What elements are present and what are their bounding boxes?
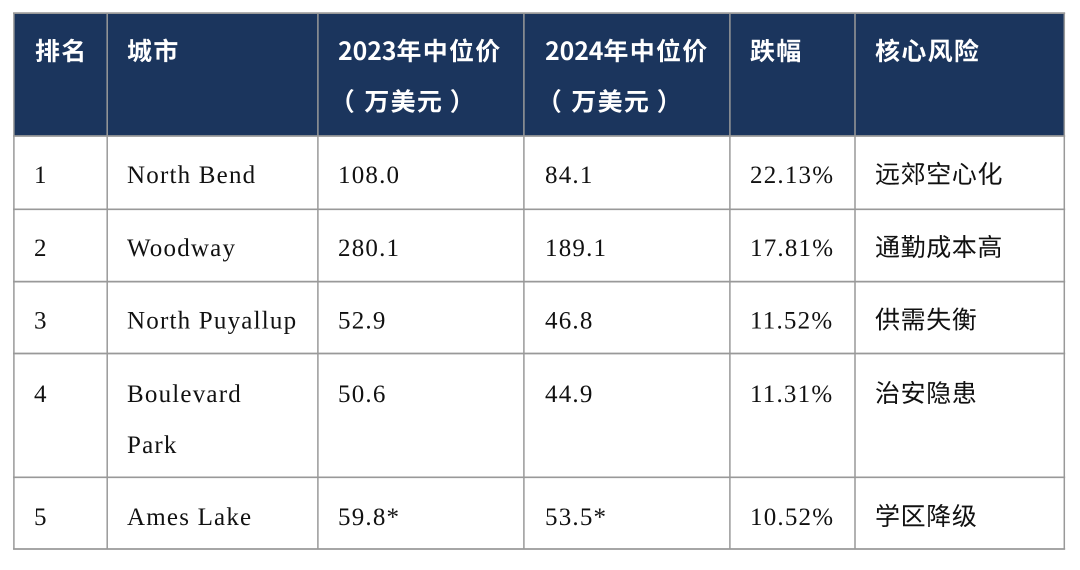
svg-text:10.52%: 10.52% bbox=[750, 504, 834, 531]
svg-text:2: 2 bbox=[34, 235, 48, 262]
svg-text:Park: Park bbox=[127, 432, 178, 459]
svg-text:52.9: 52.9 bbox=[338, 308, 387, 335]
svg-text:1: 1 bbox=[34, 162, 48, 189]
svg-text:84.1: 84.1 bbox=[545, 162, 594, 189]
svg-text:280.1: 280.1 bbox=[338, 235, 400, 262]
svg-text:North Bend: North Bend bbox=[127, 162, 256, 189]
svg-text:22.13%: 22.13% bbox=[750, 162, 834, 189]
svg-text:17.81%: 17.81% bbox=[750, 235, 834, 262]
svg-text:3: 3 bbox=[34, 308, 48, 335]
svg-text:5: 5 bbox=[34, 504, 48, 531]
svg-text:11.52%: 11.52% bbox=[750, 308, 833, 335]
svg-text:Boulevard: Boulevard bbox=[127, 381, 242, 408]
svg-text:59.8*: 59.8* bbox=[338, 504, 400, 531]
svg-text:Woodway: Woodway bbox=[127, 235, 236, 262]
svg-text:108.0: 108.0 bbox=[338, 162, 400, 189]
svg-text:189.1: 189.1 bbox=[545, 235, 607, 262]
svg-text:53.5*: 53.5* bbox=[545, 504, 607, 531]
svg-text:North Puyallup: North Puyallup bbox=[127, 308, 297, 335]
svg-text:50.6: 50.6 bbox=[338, 381, 387, 408]
svg-text:11.31%: 11.31% bbox=[750, 381, 833, 408]
svg-text:46.8: 46.8 bbox=[545, 308, 594, 335]
svg-text:44.9: 44.9 bbox=[545, 381, 594, 408]
svg-text:Ames Lake: Ames Lake bbox=[127, 504, 252, 531]
svg-text:4: 4 bbox=[34, 381, 48, 408]
